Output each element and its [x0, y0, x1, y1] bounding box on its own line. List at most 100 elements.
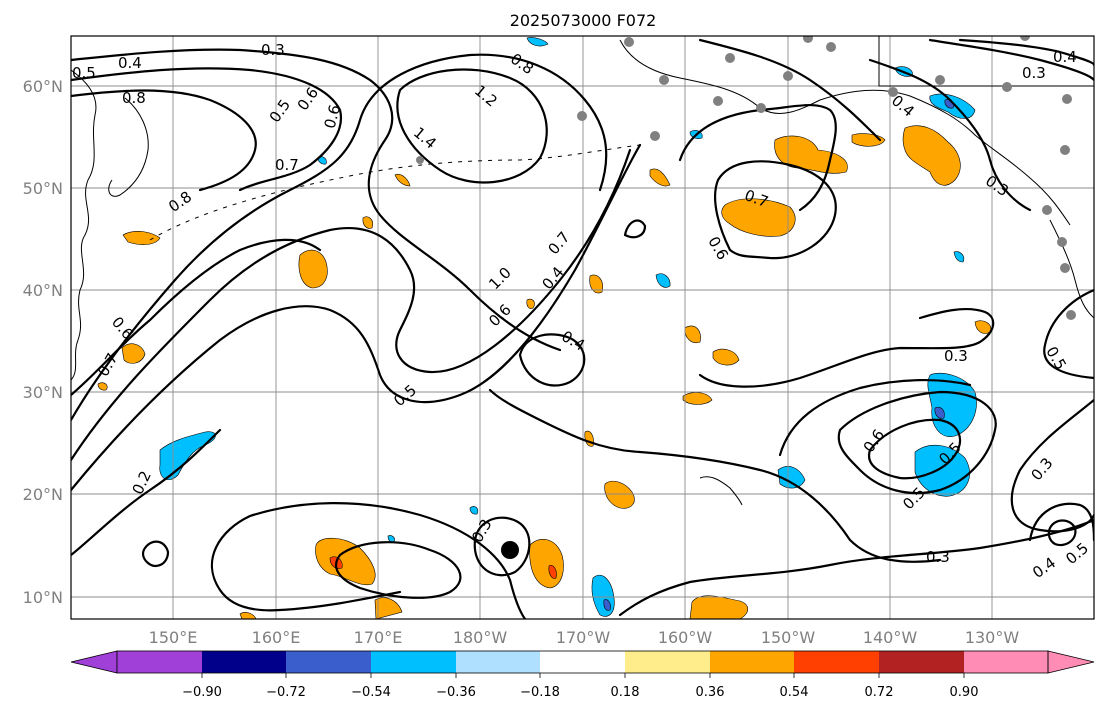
patch-orange: [684, 325, 701, 343]
station-marker: [888, 87, 898, 97]
contour-label: 0.3: [926, 548, 950, 566]
colorbar-tick-label: −0.18: [520, 685, 560, 700]
contour-line: [1047, 519, 1077, 547]
station-marker: [659, 75, 669, 85]
patch-blue: [469, 506, 479, 515]
colorbar-tick-label: 0.54: [780, 685, 809, 700]
colorbar-swatch: [456, 651, 540, 673]
patch-orange: [121, 343, 146, 364]
coastline-aleutians: [149, 144, 641, 241]
contour-line: [958, 38, 1094, 67]
colorbar-tick-label: 0.90: [950, 685, 979, 700]
graticule: [71, 36, 1094, 619]
colorbar-swatch: [625, 651, 710, 673]
colorbar-swatch: [540, 651, 625, 673]
contour-label: 0.4: [118, 54, 142, 72]
contour-label: 0.4: [1053, 48, 1077, 66]
contour-line: [71, 53, 608, 422]
lon-label: 140°W: [863, 628, 918, 647]
patch-blue: [655, 273, 671, 288]
station-marker: [725, 53, 735, 63]
map-area: 0.3 0.4 0.5 0.8 0.5 0.6 0.7 0.8 0.6 0.7 …: [71, 36, 1094, 619]
colorbar-swatch: [794, 651, 879, 673]
patch-orange: [689, 595, 748, 619]
contour-line: [618, 518, 1094, 617]
lon-label: 150°E: [149, 628, 198, 647]
patch-orange: [374, 597, 403, 619]
contour-line: [488, 388, 942, 563]
contour-line: [210, 514, 402, 612]
longitude-labels: 150°E 160°E 170°E 180°W 170°W 160°W 150°…: [149, 628, 1020, 647]
station-marker: [1060, 263, 1070, 273]
station-marker: [1060, 145, 1070, 155]
contour-line: [248, 502, 527, 619]
lat-label: 30°N: [23, 383, 63, 402]
colorbar-swatch: [964, 651, 1048, 673]
station-marker: [713, 96, 723, 106]
patch-red: [548, 565, 557, 579]
contour-line: [698, 38, 882, 142]
inset-box: [878, 36, 1094, 87]
station-marker: [416, 156, 424, 164]
colorbar-swatch: [710, 651, 794, 673]
colorbar-swatch: [371, 651, 456, 673]
lon-label: 160°W: [658, 628, 713, 647]
colorbar-swatch: [117, 651, 202, 673]
contour-line: [714, 160, 837, 260]
colorbar-tick-label: −0.90: [182, 685, 222, 700]
coastlines: [71, 36, 1094, 506]
coastline-kamchatka: [108, 97, 149, 197]
contour-line: [396, 68, 548, 184]
patch-orange: [315, 537, 376, 586]
contour-line: [71, 89, 257, 192]
patch-blue: [317, 156, 327, 165]
colorbar-tick-label: 0.18: [611, 685, 640, 700]
patch-orange: [649, 168, 671, 187]
coastline-alaska: [619, 39, 1071, 226]
patch-orange: [298, 249, 328, 289]
colorbar-swatch: [202, 651, 286, 673]
patch-orange: [97, 382, 108, 391]
contour-label: 0.3: [944, 347, 968, 365]
station-marker: [1066, 310, 1076, 320]
patch-orange: [712, 348, 740, 366]
contour-line: [868, 58, 1032, 212]
colorbar-ticks: [201, 673, 965, 678]
lat-label: 60°N: [23, 77, 63, 96]
contour-line: [71, 148, 632, 462]
station-marker: [624, 37, 634, 47]
patch-orange: [902, 125, 961, 186]
station-marker: [650, 131, 660, 141]
patch-orange: [122, 230, 161, 245]
patch-orange: [362, 216, 373, 229]
contour-line: [678, 104, 837, 212]
contour-line: [623, 219, 647, 239]
colorbar: −0.90 −0.72 −0.54 −0.36 −0.18 0.18 0.36 …: [70, 650, 1095, 700]
lat-label: 50°N: [23, 179, 63, 198]
contour-line: [867, 418, 962, 480]
contour-line: [928, 38, 1094, 82]
lat-label: 10°N: [23, 588, 63, 607]
contour-line: [698, 308, 995, 388]
station-marker: [577, 111, 587, 121]
contour-label: 0.6: [321, 103, 345, 131]
contour-line: [71, 48, 562, 352]
map-frame: [70, 35, 1095, 620]
colorbar-tick-label: 0.72: [865, 685, 894, 700]
patch-blue: [953, 251, 965, 263]
colorbar-tick-label: −0.72: [266, 685, 306, 700]
contour-lines: [71, 38, 1094, 619]
contour-label: 0.5: [72, 64, 96, 82]
patch-blue: [526, 37, 549, 47]
contour-line: [837, 390, 997, 495]
markers: [416, 36, 1076, 559]
colorbar-tick-label: −0.54: [351, 685, 391, 700]
contour-line: [71, 238, 322, 397]
colorbar-swatch: [286, 651, 371, 673]
patch-purple: [934, 406, 945, 419]
lon-label: 150°W: [761, 628, 816, 647]
patch-orange: [239, 612, 257, 619]
station-marker: [935, 75, 945, 85]
contour-label: 0.8: [122, 89, 146, 107]
shaded-patches: [97, 37, 992, 619]
